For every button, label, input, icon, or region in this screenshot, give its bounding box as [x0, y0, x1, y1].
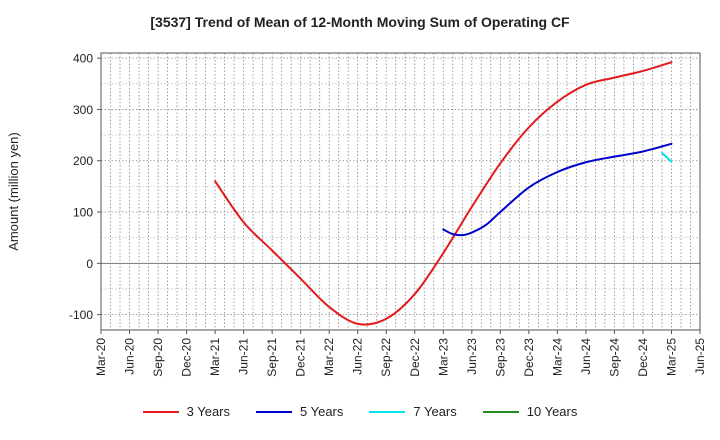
series-layer	[214, 61, 673, 326]
legend-label: 10 Years	[526, 404, 578, 419]
legend-swatch	[142, 410, 179, 413]
y-axis-label: Amount (million yen)	[6, 132, 21, 251]
y-tick-label: 400	[73, 52, 93, 66]
y-axis: -100 0 100 200 300 400	[69, 52, 101, 322]
y-tick-label: 0	[86, 257, 93, 271]
x-tick-label: Jun-22	[351, 338, 365, 375]
legend-swatch	[482, 410, 519, 413]
x-tick-label: Jun-25	[693, 338, 707, 375]
x-tick-label: Jun-20	[123, 338, 137, 375]
legend-item-3-years: 3 Years	[142, 404, 230, 419]
series-line-3-years	[214, 61, 673, 326]
legend: 3 Years 5 Years 7 Years 10 Years	[0, 404, 720, 419]
x-tick-label: Jun-24	[579, 338, 593, 375]
plot-frame	[100, 52, 701, 331]
x-tick-label: Dec-24	[636, 338, 650, 377]
x-tick-label: Sep-23	[493, 338, 507, 377]
x-axis: Mar-20 Jun-20 Sep-20 Dec-20 Mar-21 Jun-21 Sep-…	[94, 330, 707, 377]
chart-title: [3537] Trend of Mean of 12-Month Moving …	[150, 14, 570, 30]
legend-item-10-years: 10 Years	[482, 404, 578, 419]
y-tick-label: 300	[73, 103, 93, 117]
x-tick-label: Mar-23	[436, 338, 450, 376]
x-tick-label: Jun-21	[237, 338, 251, 375]
x-tick-label: Mar-25	[664, 338, 678, 376]
x-tick-label: Sep-24	[607, 338, 621, 377]
grid-layer	[100, 53, 701, 330]
x-tick-label: Sep-20	[151, 338, 165, 377]
legend-label: 5 Years	[300, 404, 344, 419]
x-tick-label: Dec-22	[408, 338, 422, 377]
x-tick-label: Mar-21	[208, 338, 222, 376]
x-tick-label: Sep-21	[265, 338, 279, 377]
legend-label: 3 Years	[186, 404, 230, 419]
x-tick-label: Dec-23	[522, 338, 536, 377]
x-tick-label: Mar-22	[322, 338, 336, 376]
series-line-7-years	[661, 152, 673, 163]
x-tick-label: Jun-23	[465, 338, 479, 375]
y-tick-label: 100	[73, 206, 93, 220]
x-tick-label: Sep-22	[379, 338, 393, 377]
x-tick-label: Dec-20	[180, 338, 194, 377]
x-tick-label: Mar-24	[550, 338, 564, 376]
legend-item-7-years: 7 Years	[369, 404, 457, 419]
legend-item-5-years: 5 Years	[256, 404, 343, 419]
x-tick-label: Dec-21	[294, 338, 308, 377]
legend-swatch	[369, 410, 406, 413]
series-line-5-years	[442, 142, 673, 237]
legend-swatch	[256, 410, 292, 413]
y-tick-label: 200	[73, 154, 93, 168]
y-tick-label: -100	[69, 308, 93, 322]
legend-label: 7 Years	[413, 404, 457, 419]
x-tick-label: Mar-20	[94, 338, 108, 376]
